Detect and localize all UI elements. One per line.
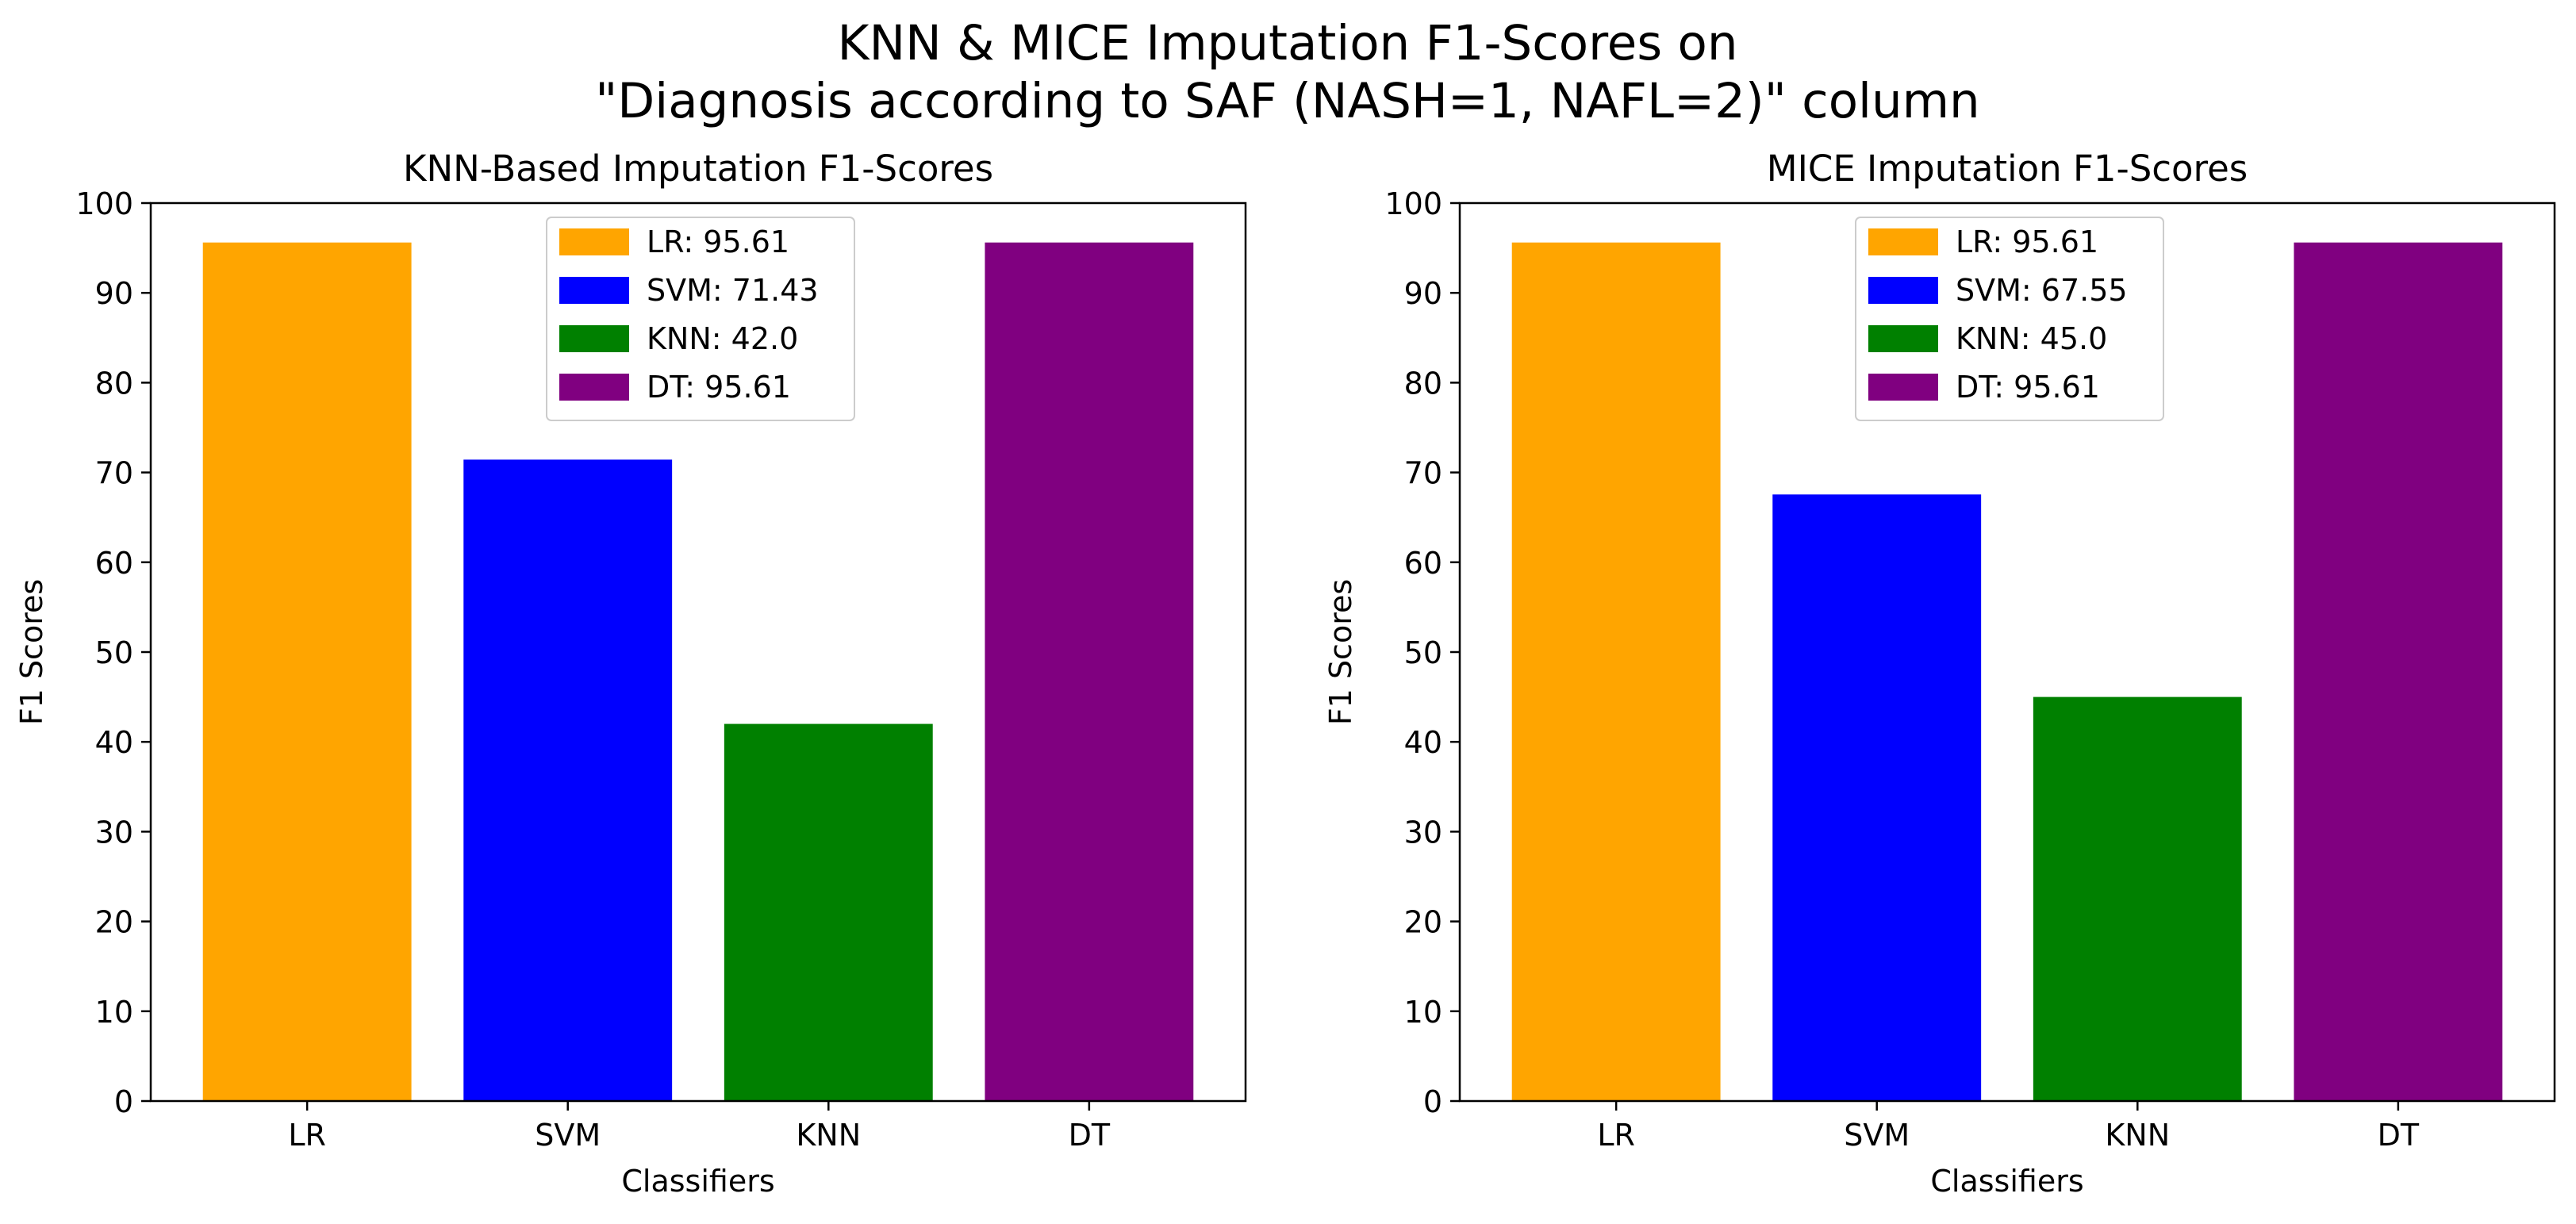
y-tick-label: 70 xyxy=(1404,456,1442,491)
legend-swatch xyxy=(1868,277,1938,304)
legend-swatch xyxy=(1868,228,1938,255)
y-tick-label: 30 xyxy=(1404,815,1442,850)
y-tick-label: 100 xyxy=(75,186,133,221)
legend-swatch xyxy=(559,228,629,255)
subplot-2: 0 10 20 30 40 50 60 70 80 90 100 LR SVM KNN DT MICE Imp… xyxy=(1323,148,2556,1199)
legend-entry: DT: 95.61 xyxy=(1956,370,2100,405)
legend-entry: SVM: 71.43 xyxy=(647,273,819,308)
legend-swatch xyxy=(1868,374,1938,401)
x-axis-label: Classifiers xyxy=(1930,1164,2083,1199)
legend-swatch xyxy=(559,374,629,401)
legend: LR: 95.61 SVM: 71.43 KNN: 42.0 DT: 95.61 xyxy=(546,217,855,421)
y-tick-label: 100 xyxy=(1384,186,1442,221)
legend-entry: KNN: 45.0 xyxy=(1956,321,2107,356)
y-tick-label: 20 xyxy=(1404,905,1442,940)
bar-svm xyxy=(1772,494,1982,1101)
x-tick-label: SVM xyxy=(535,1118,601,1153)
y-tick-label: 0 xyxy=(1423,1084,1442,1119)
y-tick-label: 10 xyxy=(95,995,133,1030)
legend-swatch xyxy=(559,277,629,304)
y-tick-label: 90 xyxy=(1404,276,1442,311)
legend-swatch xyxy=(1868,325,1938,352)
bar-lr xyxy=(1511,242,1721,1101)
legend-entry: DT: 95.61 xyxy=(647,370,791,405)
y-tick-label: 40 xyxy=(1404,725,1442,760)
y-tick-label: 0 xyxy=(114,1084,133,1119)
y-tick-label: 30 xyxy=(95,815,133,850)
subplot-1: 0 10 20 30 40 50 60 70 80 90 100 LR SVM KNN DT KNN-Base… xyxy=(14,148,1247,1199)
legend: LR: 95.61 SVM: 67.55 KNN: 45.0 DT: 95.61 xyxy=(1855,217,2164,421)
y-tick-label: 80 xyxy=(95,366,133,401)
legend-frame xyxy=(546,217,855,421)
y-tick-label: 80 xyxy=(1404,366,1442,401)
legend-swatch xyxy=(559,325,629,352)
x-tick-label: SVM xyxy=(1844,1118,1910,1153)
y-tick-label: 40 xyxy=(95,725,133,760)
subplot-title: KNN-Based Imputation F1-Scores xyxy=(403,148,993,190)
figure-title-line-1: KNN & MICE Imputation F1-Scores on xyxy=(838,15,1738,71)
subplot-title: MICE Imputation F1-Scores xyxy=(1767,148,2248,190)
x-tick-label: LR xyxy=(288,1118,326,1153)
bar-knn xyxy=(2033,696,2242,1101)
x-tick-label: KNN xyxy=(2105,1118,2170,1153)
figure-title-line-2: "Diagnosis according to SAF (NASH=1, NAF… xyxy=(595,73,1979,129)
y-tick-label: 60 xyxy=(95,546,133,581)
x-tick-label: DT xyxy=(2378,1118,2420,1153)
y-axis-label: F1 Scores xyxy=(1323,579,1358,725)
y-tick-label: 50 xyxy=(95,635,133,670)
legend-entry: KNN: 42.0 xyxy=(647,321,798,356)
legend-entry: LR: 95.61 xyxy=(647,224,789,259)
y-axis-label: F1 Scores xyxy=(14,579,49,725)
legend-entry: LR: 95.61 xyxy=(1956,224,2098,259)
x-axis-label: Classifiers xyxy=(621,1164,774,1199)
bar-dt xyxy=(2294,242,2503,1101)
y-tick-label: 60 xyxy=(1404,546,1442,581)
x-tick-label: KNN xyxy=(796,1118,861,1153)
y-tick-label: 10 xyxy=(1404,995,1442,1030)
legend-entry: SVM: 67.55 xyxy=(1956,273,2128,308)
y-tick-label: 90 xyxy=(95,276,133,311)
y-tick-label: 50 xyxy=(1404,635,1442,670)
y-tick-label: 70 xyxy=(95,456,133,491)
bar-dt xyxy=(985,242,1194,1101)
bar-lr xyxy=(202,242,412,1101)
bar-svm xyxy=(463,459,673,1101)
legend-frame xyxy=(1855,217,2164,421)
x-tick-label: LR xyxy=(1597,1118,1635,1153)
bar-knn xyxy=(724,723,933,1101)
y-tick-label: 20 xyxy=(95,905,133,940)
x-tick-label: DT xyxy=(1069,1118,1111,1153)
